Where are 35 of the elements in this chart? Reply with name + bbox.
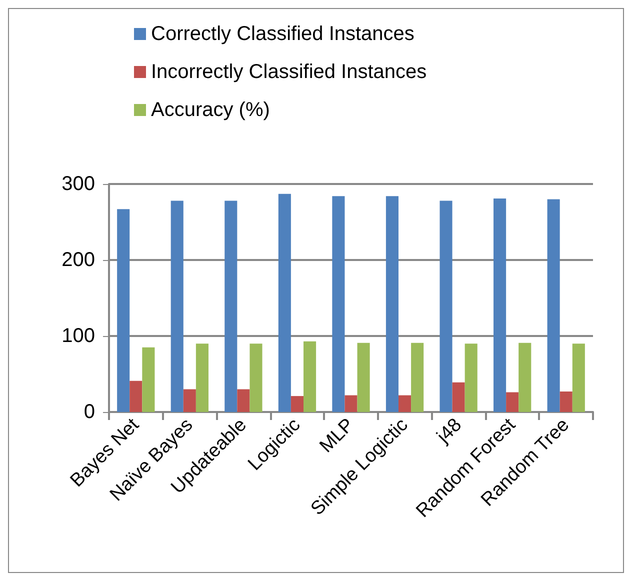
bar xyxy=(237,389,250,412)
bar xyxy=(130,380,142,412)
bar xyxy=(506,392,519,412)
legend-label: Accuracy (%) xyxy=(151,99,270,121)
bar xyxy=(518,342,532,412)
bar xyxy=(183,389,196,412)
bar xyxy=(357,342,370,412)
x-tick-label: j48 xyxy=(432,414,466,448)
legend-label: Correctly Classified Instances xyxy=(151,23,414,45)
bar xyxy=(224,200,238,412)
bar xyxy=(386,196,399,412)
y-tick-label: 100 xyxy=(62,325,95,347)
bar xyxy=(142,347,155,412)
bar xyxy=(440,200,452,412)
bar xyxy=(560,391,572,412)
bar xyxy=(117,209,130,412)
bar xyxy=(170,200,184,412)
bar xyxy=(494,198,506,412)
y-tick-label: 200 xyxy=(62,249,95,271)
bar xyxy=(452,382,465,412)
bar xyxy=(572,344,585,412)
bar xyxy=(303,341,316,412)
bar xyxy=(250,344,262,412)
bar xyxy=(547,199,560,412)
bar xyxy=(196,344,208,412)
y-tick-label: 300 xyxy=(62,173,95,195)
bar xyxy=(290,396,304,412)
bar xyxy=(398,395,412,412)
bar xyxy=(344,395,358,412)
bar xyxy=(332,196,345,412)
y-tick-label: 0 xyxy=(84,401,95,423)
bar xyxy=(278,194,291,412)
bar xyxy=(411,342,424,412)
bar xyxy=(464,344,478,412)
legend-label: Incorrectly Classified Instances xyxy=(151,61,427,83)
